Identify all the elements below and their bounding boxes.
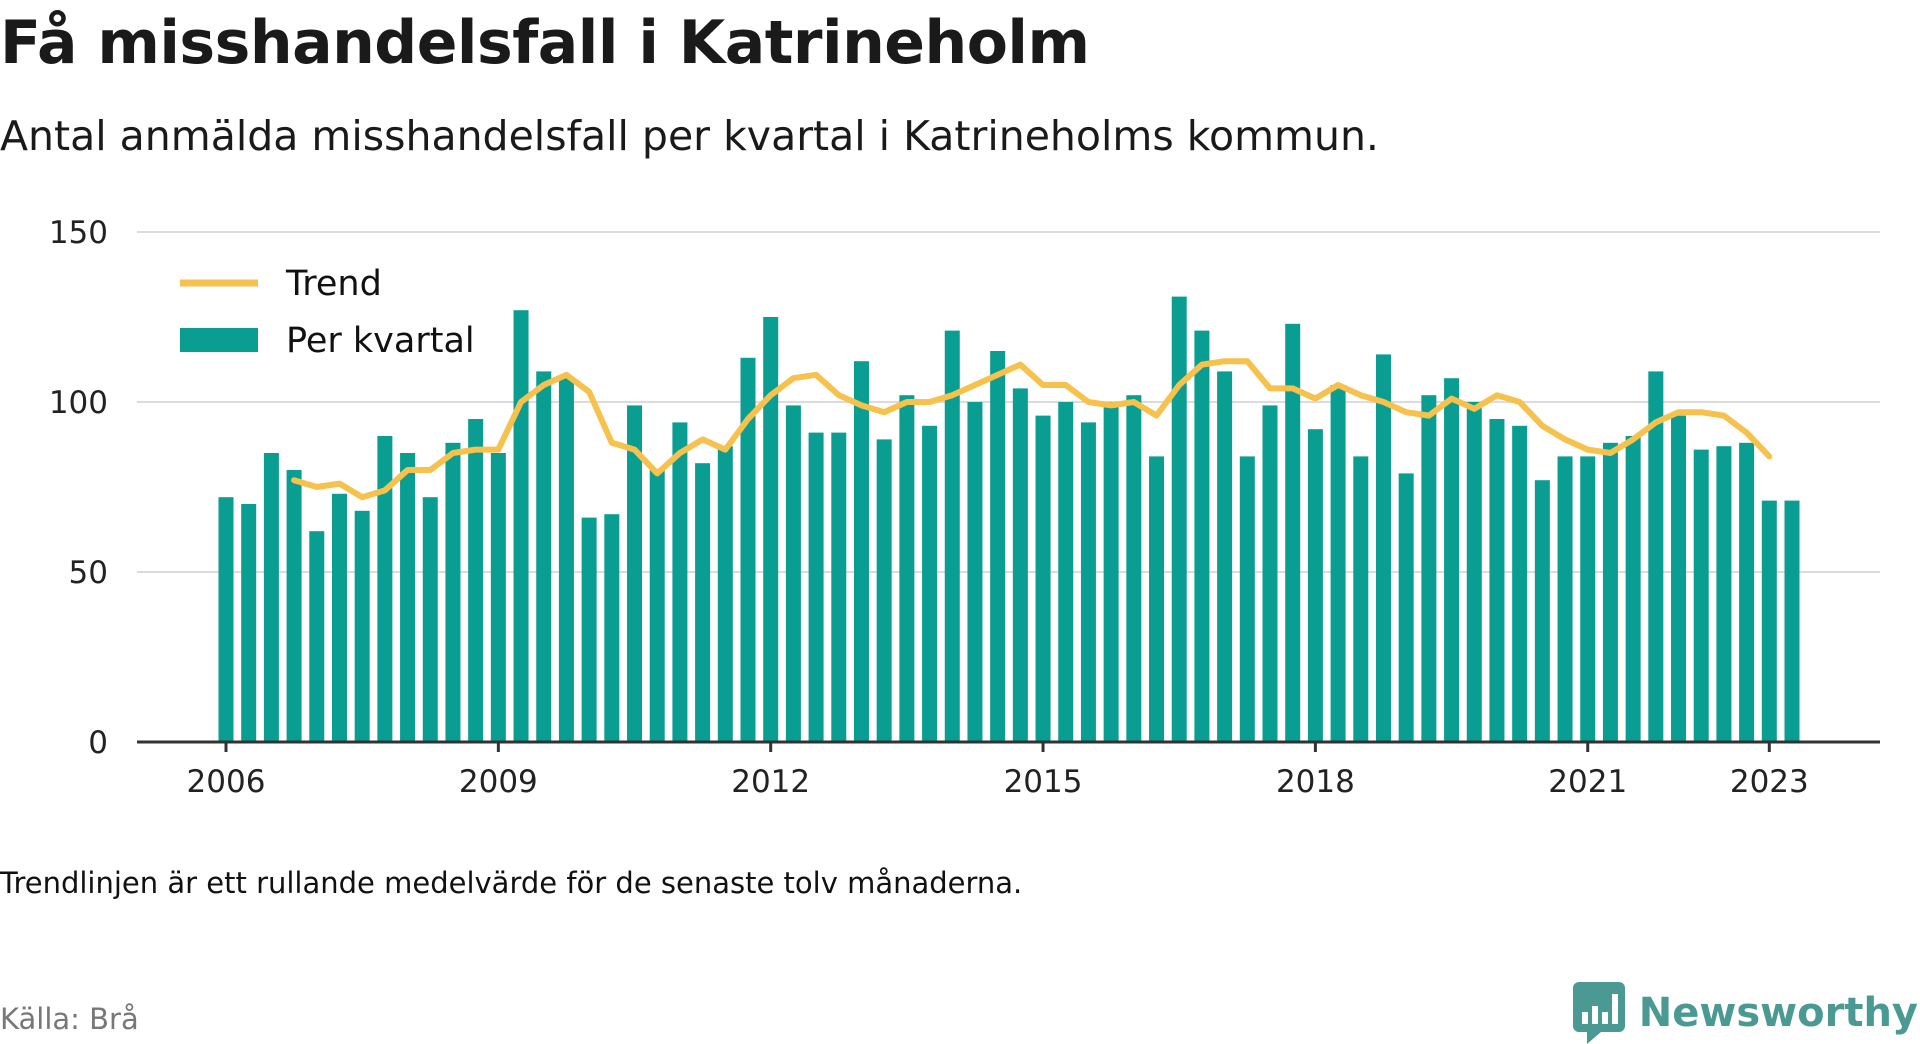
bar	[1421, 395, 1437, 742]
bar	[1217, 371, 1233, 742]
bar	[490, 453, 506, 742]
bar	[1534, 480, 1550, 742]
bar	[558, 378, 574, 742]
bar	[468, 419, 484, 742]
bar	[1466, 402, 1482, 742]
bar	[309, 531, 325, 742]
y-tick-label: 50	[69, 555, 108, 591]
bar	[672, 422, 688, 742]
bar	[263, 453, 279, 742]
bar	[649, 470, 665, 742]
bar	[1194, 330, 1210, 742]
bar	[922, 425, 938, 742]
bar	[218, 497, 234, 742]
brand[interactable]: Newsworthy	[1572, 982, 1918, 1044]
x-tick-label: 2021	[1548, 764, 1627, 800]
bar	[1671, 415, 1687, 742]
chart: 0 50 100 150 2006 2009 2012 2015 2018 2021 2023 Tr…	[49, 215, 1880, 800]
bar	[1398, 473, 1414, 742]
bar	[286, 470, 302, 742]
y-tick-label: 100	[49, 385, 108, 421]
source-label: Källa: Brå	[0, 1002, 139, 1036]
bar	[853, 361, 869, 742]
bar	[1171, 296, 1187, 742]
bar	[1625, 436, 1641, 742]
bar	[1239, 456, 1255, 742]
bar	[627, 405, 643, 742]
bar	[1126, 395, 1142, 742]
bar	[831, 432, 847, 742]
bar	[1580, 456, 1596, 742]
bar	[899, 395, 915, 742]
legend-bar-label: Per kvartal	[286, 321, 475, 361]
bar	[536, 371, 552, 742]
bar	[422, 497, 438, 742]
bar	[1557, 456, 1573, 742]
bar	[1149, 456, 1165, 742]
x-tick-label: 2018	[1276, 764, 1355, 800]
axes: 0 50 100 150 2006 2009 2012 2015 2018 2021 2023	[49, 215, 1880, 800]
bar	[990, 351, 1006, 742]
bar	[1353, 456, 1369, 742]
x-tick-label: 2015	[1004, 764, 1083, 800]
newsworthy-logo-icon	[1572, 982, 1625, 1044]
bar	[354, 510, 370, 742]
bar	[1693, 449, 1709, 742]
bar	[400, 453, 416, 742]
chart-title: Få misshandelsfall i Katrineholm	[0, 8, 1090, 78]
trend-line	[291, 358, 1773, 501]
bar	[1489, 419, 1505, 742]
x-tick-label: 2006	[187, 764, 266, 800]
bar	[717, 446, 733, 742]
bar	[944, 330, 960, 742]
bar	[1375, 354, 1391, 742]
x-tick-label: 2023	[1730, 764, 1809, 800]
bar	[1716, 446, 1732, 742]
bar	[1330, 385, 1346, 742]
bar	[581, 517, 597, 742]
bar	[740, 357, 756, 742]
x-tick-label: 2012	[731, 764, 810, 800]
y-tick-label: 150	[49, 215, 108, 251]
gridlines	[137, 231, 1880, 573]
bar	[1035, 415, 1051, 742]
legend-bar-swatch	[180, 328, 258, 352]
bar	[1739, 442, 1755, 742]
bar	[1285, 323, 1301, 742]
brand-name: Newsworthy	[1638, 990, 1918, 1036]
bar	[1080, 422, 1096, 742]
bar	[1602, 442, 1618, 742]
bar	[241, 504, 257, 742]
bar	[1012, 388, 1028, 742]
bar	[695, 463, 711, 742]
bar	[763, 317, 779, 742]
bar	[808, 432, 824, 742]
legend: Trend Per kvartal	[180, 264, 475, 361]
bar	[876, 439, 892, 742]
bar	[1058, 402, 1074, 742]
bar-series	[218, 296, 1800, 742]
bar	[1262, 405, 1278, 742]
bar	[513, 310, 529, 742]
x-tick-label: 2009	[459, 764, 538, 800]
bar	[1103, 402, 1119, 742]
bar	[1648, 371, 1664, 742]
bar	[1307, 429, 1323, 742]
bar	[967, 402, 983, 742]
bar	[1444, 378, 1460, 742]
trend-series	[291, 358, 1773, 501]
bar	[1784, 500, 1800, 742]
bar	[331, 493, 347, 742]
bar	[1761, 500, 1777, 742]
bar	[445, 442, 461, 742]
bar	[785, 405, 801, 742]
bar	[377, 436, 393, 742]
footnote: Trendlinjen är ett rullande medelvärde f…	[0, 866, 1023, 900]
chart-subtitle: Antal anmälda misshandelsfall per kvarta…	[0, 112, 1379, 160]
bar	[1512, 425, 1528, 742]
legend-trend-label: Trend	[285, 264, 382, 304]
y-tick-label: 0	[88, 725, 108, 761]
bar	[604, 514, 620, 742]
